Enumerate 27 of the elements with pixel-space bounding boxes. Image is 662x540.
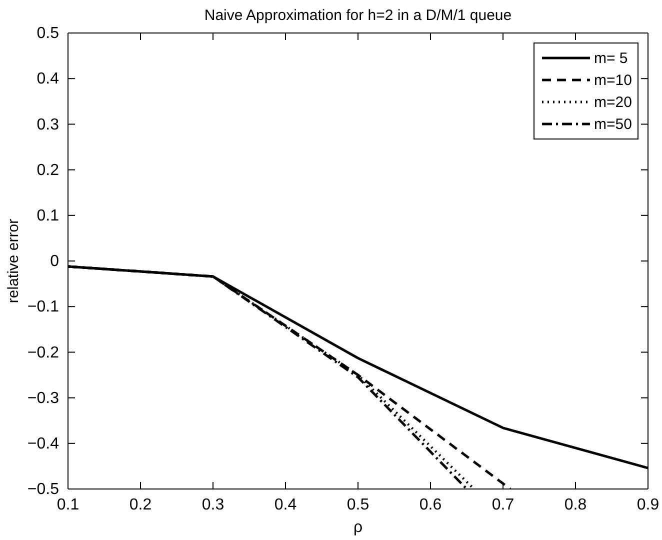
y-axis-title: relative error — [5, 218, 22, 304]
y-tick-label: −0.3 — [27, 390, 60, 407]
x-tick-label: 0.3 — [202, 496, 224, 514]
y-tick-label: −0.5 — [27, 481, 60, 498]
y-tick-label: −0.4 — [27, 436, 60, 453]
y-tick-label: 0.5 — [36, 25, 60, 42]
legend-label: m= 5 — [594, 50, 628, 67]
x-tick-label: 0.2 — [129, 496, 152, 514]
y-tick-label: 0.3 — [36, 116, 60, 134]
y-tick-label: 0 — [50, 253, 60, 270]
y-tick-label: 0.4 — [36, 70, 60, 88]
y-tick-label: 0.2 — [36, 162, 60, 179]
legend-label: m=20 — [594, 94, 632, 111]
y-tick-label: −0.1 — [27, 298, 60, 316]
x-tick-label: 0.7 — [492, 496, 514, 514]
chart-title: Naive Approximation for h=2 in a D/M/1 queue — [204, 7, 512, 24]
legend-label: m=50 — [594, 116, 632, 133]
x-tick-label: 0.6 — [419, 496, 442, 514]
legend-label: m=10 — [594, 72, 632, 89]
x-tick-label: 0.5 — [346, 496, 370, 514]
x-axis-title: ρ — [353, 519, 363, 536]
x-tick-label: 0.9 — [636, 496, 660, 514]
x-tick-label: 0.8 — [564, 496, 587, 514]
y-tick-label: 0.1 — [36, 208, 60, 225]
x-tick-label: 0.4 — [274, 496, 297, 514]
x-tick-label: 0.1 — [56, 496, 80, 514]
y-tick-label: −0.2 — [27, 344, 60, 362]
